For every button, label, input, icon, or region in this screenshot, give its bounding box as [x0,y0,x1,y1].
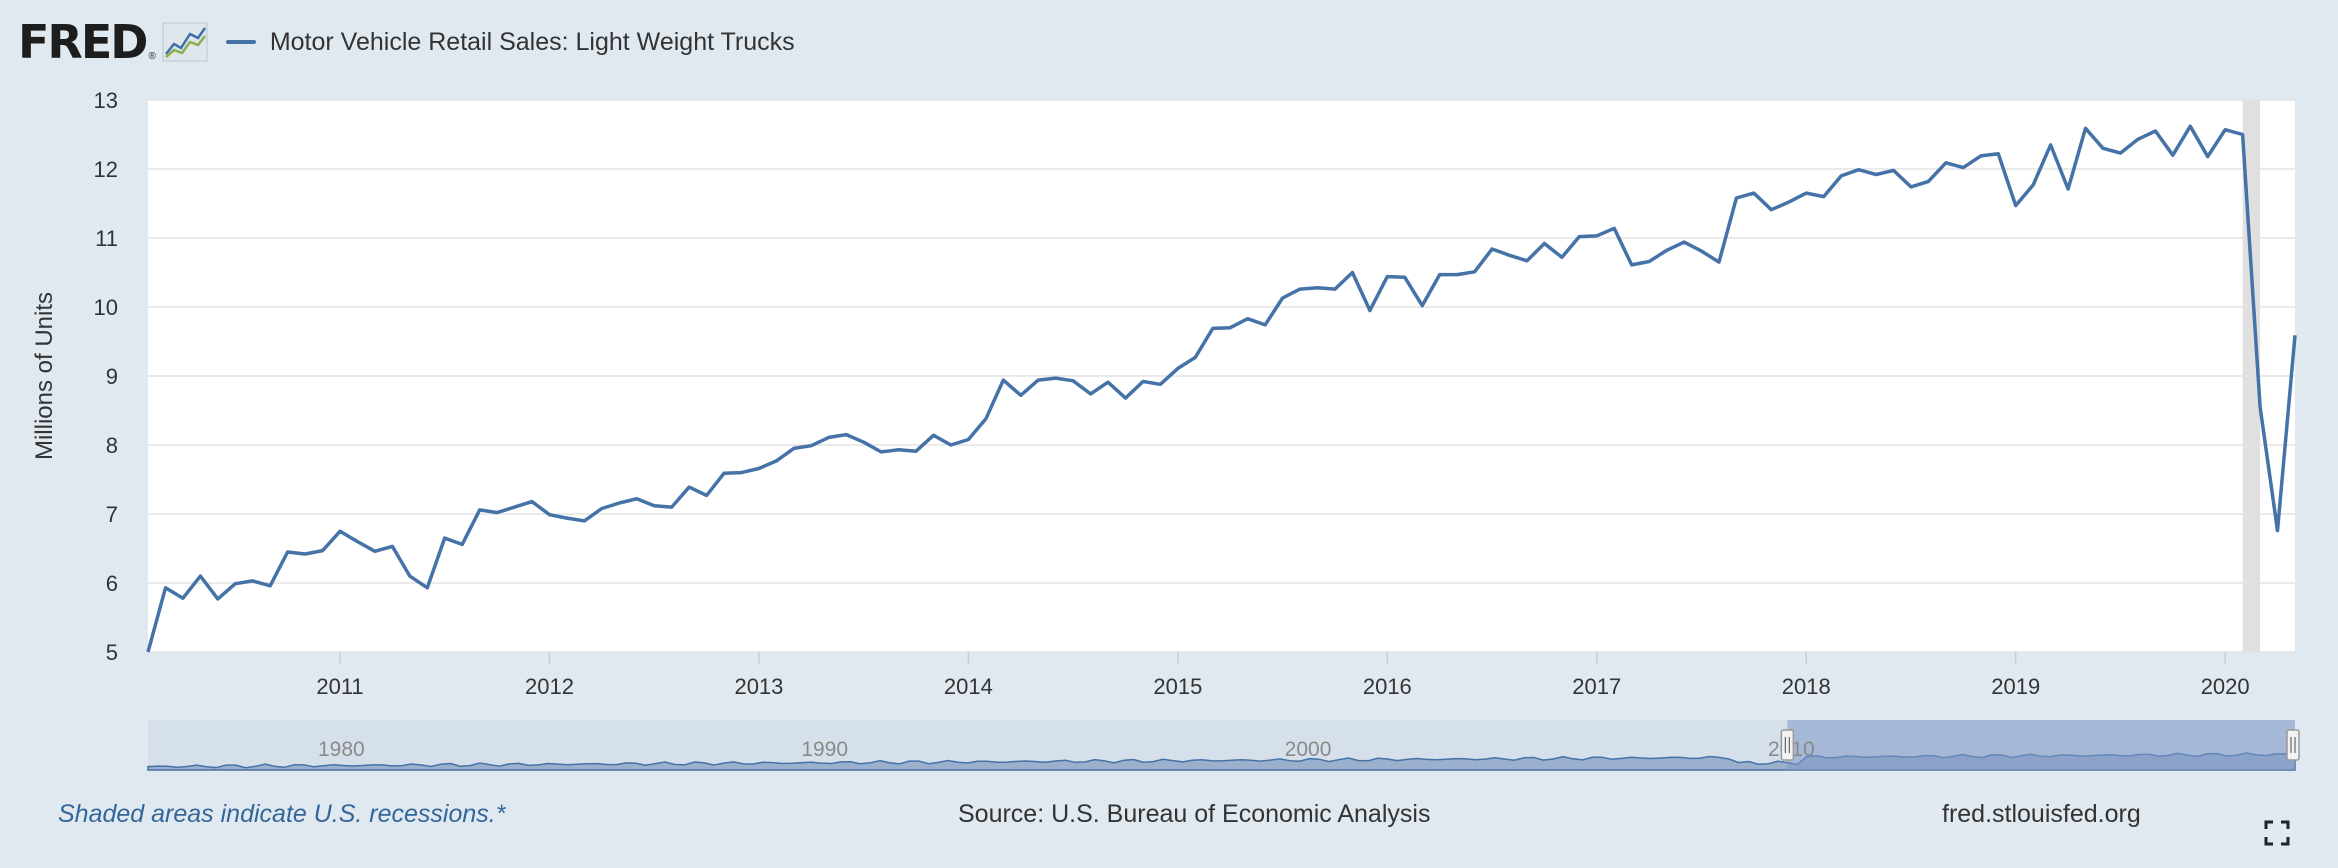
chart-header: FRED ® Motor Vehicle Retail Sales: Light… [18,14,795,70]
y-tick-label: 5 [106,640,118,665]
navigator-tick-label: 2000 [1285,738,1332,761]
y-tick-label: 10 [94,295,118,320]
x-tick-label: 2013 [734,674,783,699]
x-tick-label: 2016 [1363,674,1412,699]
y-tick-label: 11 [95,226,118,251]
x-tick-label: 2014 [944,674,993,699]
fred-logo[interactable]: FRED [18,15,148,69]
navigator-handle[interactable] [1780,729,1795,761]
gridlines [148,99,2295,653]
x-tick-label: 2018 [1782,674,1831,699]
registered-mark: ® [148,51,156,62]
x-tick-label: 2017 [1572,674,1621,699]
range-navigator[interactable]: 1980199020002010 [147,720,2300,771]
x-tick-label: 2020 [2201,674,2250,699]
navigator-handle[interactable] [2286,729,2300,761]
navigator-tick-label: 1990 [801,738,848,761]
x-tick-label: 2011 [316,674,363,699]
x-tick-label: 2012 [525,674,574,699]
y-tick-label: 12 [94,157,118,182]
source-text: Source: U.S. Bureau of Economic Analysis [958,800,1431,828]
legend-swatch [225,40,256,44]
x-tick-label: 2019 [1991,674,2040,699]
site-link[interactable]: fred.stlouisfed.org [1942,800,2141,828]
x-axis-ticks: 2011 2012 2013 2014 2015 2016 2017 2018 2019 2020 [316,652,2250,699]
y-tick-label: 8 [106,433,118,458]
legend-item[interactable]: Motor Vehicle Retail Sales: Light Weight… [225,27,795,57]
line-graph-icon [162,22,208,62]
fullscreen-icon[interactable] [2264,820,2290,846]
x-tick-label: 2015 [1153,674,1202,699]
y-axis-label: Millions of Units [31,292,58,460]
y-tick-label: 13 [94,88,118,113]
y-axis-ticks: 5 6 7 8 9 10 11 12 13 [94,88,118,665]
y-tick-label: 7 [106,502,118,527]
y-tick-label: 9 [106,364,118,389]
series-line[interactable] [146,124,2297,653]
y-tick-label: 6 [106,571,118,596]
recession-note: Shaded areas indicate U.S. recessions.* [58,800,506,828]
series-title: Motor Vehicle Retail Sales: Light Weight… [269,27,795,56]
navigator-selection [1787,720,2295,770]
navigator-tick-label: 1980 [318,738,365,761]
